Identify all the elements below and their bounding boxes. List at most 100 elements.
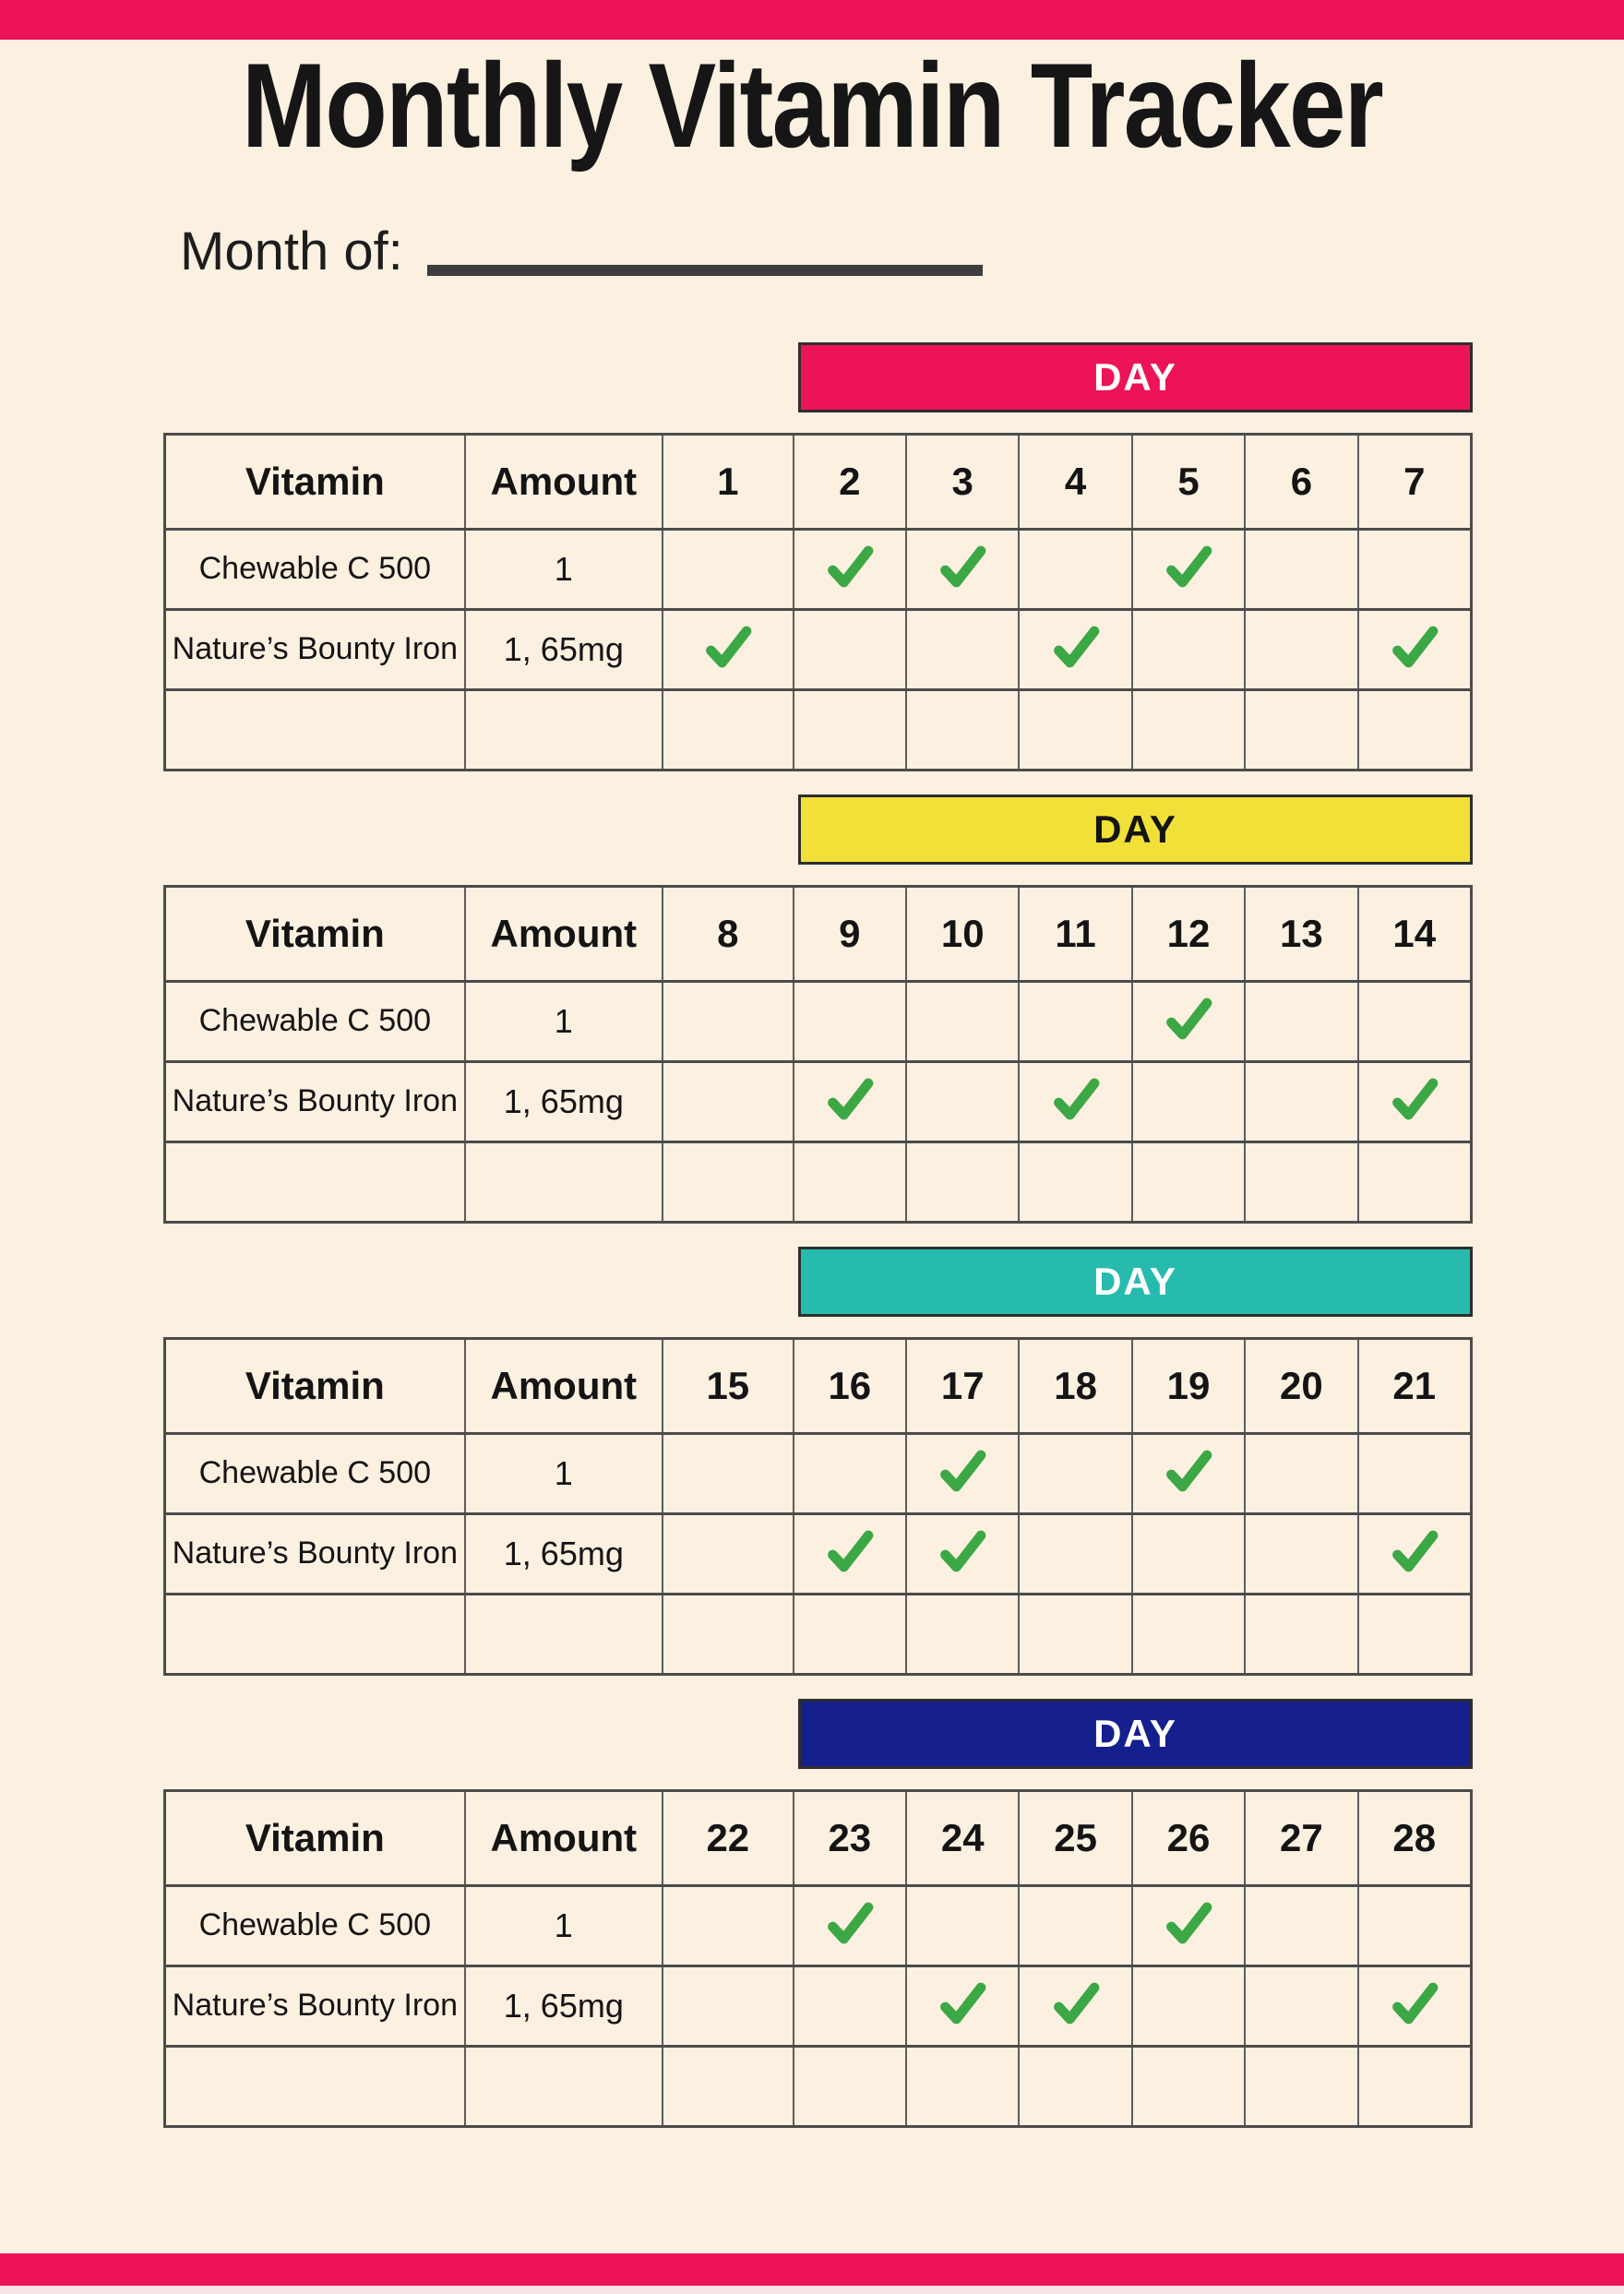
day-cell[interactable] (1356, 1140, 1473, 1224)
day-cell[interactable] (1018, 1059, 1133, 1143)
day-cell[interactable] (1018, 527, 1133, 611)
day-banner: DAY (798, 1246, 1473, 1317)
day-cell[interactable] (1130, 1431, 1247, 1515)
day-cell[interactable] (905, 527, 1021, 611)
vitamin-name-cell: Nature’s Bounty Iron (163, 607, 466, 691)
day-cell[interactable] (905, 1431, 1021, 1515)
day-cell[interactable] (1130, 1883, 1247, 1967)
day-banner: DAY (798, 341, 1473, 412)
day-cell[interactable] (1244, 687, 1359, 771)
day-cell[interactable] (1130, 607, 1247, 691)
day-cell[interactable] (1356, 1511, 1473, 1595)
day-cell[interactable] (1244, 1431, 1359, 1515)
day-cell[interactable] (661, 2044, 794, 2128)
day-cell[interactable] (792, 1883, 908, 1967)
day-cell[interactable] (1356, 527, 1473, 611)
day-cell[interactable] (1018, 1592, 1133, 1676)
day-cell[interactable] (1130, 1059, 1247, 1143)
column-header-day: 16 (792, 1336, 908, 1435)
day-cell[interactable] (905, 2044, 1021, 2128)
day-cell[interactable] (1130, 1140, 1247, 1224)
day-cell[interactable] (1244, 1883, 1359, 1967)
day-cell[interactable] (1130, 979, 1247, 1063)
day-cell[interactable] (1356, 1964, 1473, 2048)
day-cell[interactable] (1018, 979, 1133, 1063)
day-cell[interactable] (1356, 2044, 1473, 2128)
day-cell[interactable] (792, 607, 908, 691)
day-cell[interactable] (1244, 1511, 1359, 1595)
day-cell[interactable] (792, 1140, 908, 1224)
day-cell[interactable] (1356, 1592, 1473, 1676)
day-cell[interactable] (1130, 1592, 1247, 1676)
day-banner-label: DAY (1093, 806, 1177, 851)
day-cell[interactable] (1244, 1592, 1359, 1676)
day-cell[interactable] (1018, 1431, 1133, 1515)
day-cell[interactable] (792, 2044, 908, 2128)
day-cell[interactable] (1244, 1059, 1359, 1143)
day-cell[interactable] (1356, 687, 1473, 771)
day-cell[interactable] (661, 687, 794, 771)
column-header-day: 19 (1130, 1336, 1247, 1435)
day-cell[interactable] (1018, 1883, 1133, 1967)
day-cell[interactable] (905, 979, 1021, 1063)
day-cell[interactable] (661, 1140, 794, 1224)
day-cell[interactable] (792, 527, 908, 611)
day-cell[interactable] (1018, 687, 1133, 771)
day-cell[interactable] (1244, 527, 1359, 611)
check-icon (1391, 1982, 1439, 2025)
day-cell[interactable] (1244, 1964, 1359, 2048)
day-cell[interactable] (1130, 527, 1247, 611)
check-icon (1166, 1450, 1212, 1492)
day-cell[interactable] (1244, 2044, 1359, 2128)
column-header-amount: Amount (463, 884, 663, 983)
day-cell[interactable] (661, 1511, 794, 1595)
day-cell[interactable] (661, 979, 794, 1063)
day-cell[interactable] (792, 1592, 908, 1676)
check-icon (1053, 1982, 1099, 2025)
day-cell[interactable] (1018, 2044, 1133, 2128)
day-cell[interactable] (1018, 1511, 1133, 1595)
day-cell[interactable] (1356, 1883, 1473, 1967)
vitamin-name-cell: Chewable C 500 (163, 1431, 466, 1515)
day-cell[interactable] (1130, 1964, 1247, 2048)
day-cell[interactable] (661, 1883, 794, 1967)
day-cell[interactable] (905, 607, 1021, 691)
day-cell[interactable] (792, 1964, 908, 2048)
day-cell[interactable] (1018, 1964, 1133, 2048)
tracker-table: Vitamin Amount 1 2 3 4 5 6 7 Chewable C 500 1 Natu… (163, 432, 1473, 771)
day-cell[interactable] (661, 527, 794, 611)
day-cell[interactable] (661, 1592, 794, 1676)
day-cell[interactable] (792, 1511, 908, 1595)
day-cell[interactable] (1356, 607, 1473, 691)
day-cell[interactable] (1356, 979, 1473, 1063)
day-cell[interactable] (1356, 1431, 1473, 1515)
day-banner: DAY (798, 794, 1473, 865)
day-cell[interactable] (792, 1059, 908, 1143)
day-cell[interactable] (905, 1883, 1021, 1967)
month-blank-line[interactable] (426, 264, 983, 276)
vitamin-row: Chewable C 500 1 (163, 527, 1473, 611)
day-cell[interactable] (792, 979, 908, 1063)
day-cell[interactable] (905, 1964, 1021, 2048)
day-cell[interactable] (905, 1592, 1021, 1676)
day-cell[interactable] (905, 1511, 1021, 1595)
day-cell[interactable] (1244, 607, 1359, 691)
day-cell[interactable] (661, 1964, 794, 2048)
day-cell[interactable] (1018, 1140, 1133, 1224)
day-cell[interactable] (792, 1431, 908, 1515)
day-cell[interactable] (905, 1140, 1021, 1224)
day-cell[interactable] (661, 1431, 794, 1515)
day-cell[interactable] (661, 1059, 794, 1143)
day-cell[interactable] (1130, 1511, 1247, 1595)
day-cell[interactable] (1130, 687, 1247, 771)
day-cell[interactable] (1130, 2044, 1247, 2128)
day-cell[interactable] (1244, 1140, 1359, 1224)
day-cell[interactable] (1018, 607, 1133, 691)
day-cell[interactable] (792, 687, 908, 771)
vitamin-name-cell: Nature’s Bounty Iron (163, 1511, 466, 1595)
day-cell[interactable] (905, 1059, 1021, 1143)
day-cell[interactable] (1244, 979, 1359, 1063)
day-cell[interactable] (905, 687, 1021, 771)
day-cell[interactable] (661, 607, 794, 691)
day-cell[interactable] (1356, 1059, 1473, 1143)
